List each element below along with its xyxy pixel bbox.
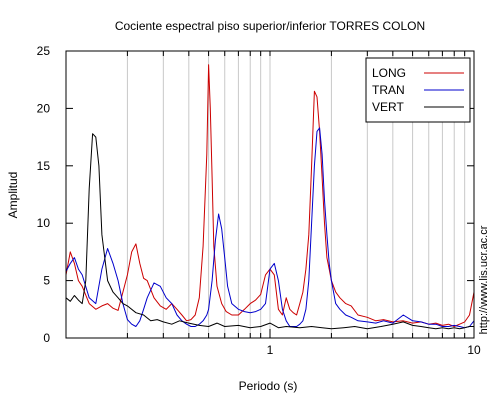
y-tick-label: 0 bbox=[43, 331, 50, 345]
legend-label-vert: VERT bbox=[372, 100, 404, 114]
legend-entries: LONG TRAN VERT bbox=[372, 66, 464, 114]
y-tick-label: 25 bbox=[37, 44, 51, 58]
y-axis-label: Amplitud bbox=[6, 172, 20, 219]
y-tick-label: 5 bbox=[43, 274, 50, 288]
tick-label-layer: 1 10 0 5 10 15 20 25 bbox=[37, 44, 481, 357]
x-tick-label: 10 bbox=[467, 343, 481, 357]
source-url-text: http://www.lis.ucr.ac.cr bbox=[478, 225, 490, 334]
x-tick-label: 1 bbox=[267, 343, 274, 357]
series-line-vert bbox=[66, 133, 474, 330]
y-tick-label: 10 bbox=[37, 216, 51, 230]
chart-title: Cociente espectral piso superior/inferio… bbox=[115, 19, 425, 33]
series-layer bbox=[66, 64, 474, 330]
series-line-tran bbox=[66, 127, 474, 329]
tick-layer bbox=[66, 50, 475, 339]
legend-label-long: LONG bbox=[372, 66, 406, 80]
x-axis-label: Periodo (s) bbox=[239, 379, 298, 393]
y-tick-label: 20 bbox=[37, 101, 51, 115]
legend: LONG TRAN VERT bbox=[365, 57, 471, 123]
y-tick-label: 15 bbox=[37, 159, 51, 173]
legend-label-tran: TRAN bbox=[372, 83, 405, 97]
series-line-long bbox=[66, 64, 474, 327]
